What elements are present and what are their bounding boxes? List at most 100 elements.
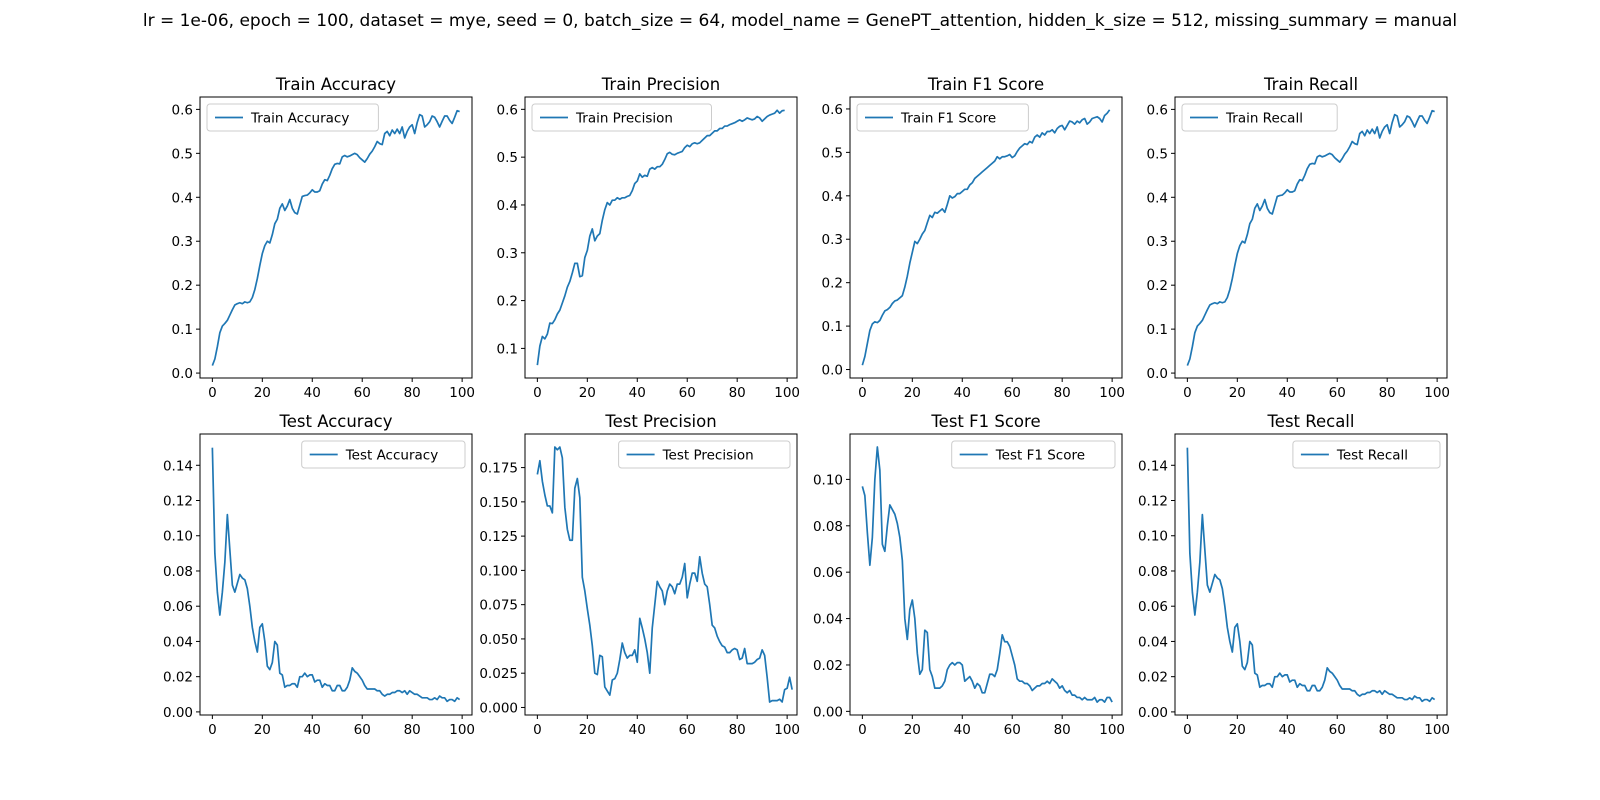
series-line xyxy=(211,447,461,703)
subplot-title: Test Accuracy xyxy=(278,412,392,431)
legend-label: Train Accuracy xyxy=(250,111,349,127)
x-tick-label: 80 xyxy=(729,385,746,401)
y-tick-label: 0.5 xyxy=(1147,146,1168,162)
x-tick-label: 20 xyxy=(1229,722,1246,738)
x-tick-label: 60 xyxy=(1004,722,1021,738)
x-tick-label: 20 xyxy=(579,385,596,401)
x-tick-label: 20 xyxy=(254,385,271,401)
axes-frame xyxy=(1174,433,1448,716)
y-tick-label: 0.2 xyxy=(822,276,843,292)
y-tick-label: 0.075 xyxy=(479,598,518,614)
y-tick-label: 0.06 xyxy=(1138,599,1168,615)
legend-label: Train Recall xyxy=(1225,111,1303,127)
x-tick-label: 80 xyxy=(404,722,421,738)
x-tick-label: 0 xyxy=(533,385,542,401)
x-tick-label: 80 xyxy=(1054,385,1071,401)
subplot-title: Test Recall xyxy=(1267,412,1355,431)
x-tick-label: 20 xyxy=(904,722,921,738)
x-tick-label: 100 xyxy=(774,722,800,738)
y-tick-label: 0.14 xyxy=(1138,458,1168,474)
y-tick-label: 0.1 xyxy=(822,319,843,335)
legend: Train F1 Score xyxy=(856,103,1029,132)
figure-suptitle: lr = 1e-06, epoch = 100, dataset = mye, … xyxy=(142,11,1458,31)
y-tick-label: 0.2 xyxy=(172,278,193,294)
x-tick-label: 80 xyxy=(1054,722,1071,738)
legend-box xyxy=(1292,440,1441,469)
series-line xyxy=(536,109,785,366)
y-tick-label: 0.0 xyxy=(822,363,843,379)
subplot-title: Train F1 Score xyxy=(927,75,1044,94)
y-tick-label: 0.0 xyxy=(1147,366,1168,382)
subplot-title: Train Recall xyxy=(1263,75,1358,94)
axes-frame xyxy=(524,433,798,716)
y-tick-label: 0.04 xyxy=(1138,634,1168,650)
legend: Test Accuracy xyxy=(301,440,466,469)
y-tick-label: 0.175 xyxy=(479,461,518,477)
legend-box xyxy=(856,103,1029,132)
y-tick-label: 0.6 xyxy=(172,102,193,118)
y-tick-label: 0.150 xyxy=(479,495,518,511)
x-tick-label: 40 xyxy=(954,385,971,401)
legend-label: Train F1 Score xyxy=(900,111,996,127)
x-tick-label: 100 xyxy=(774,385,800,401)
y-tick-label: 0.08 xyxy=(813,519,843,535)
x-tick-label: 100 xyxy=(1099,722,1125,738)
y-tick-label: 0.08 xyxy=(1138,564,1168,580)
legend-label: Train Precision xyxy=(575,111,673,127)
subplot-title: Test Precision xyxy=(604,412,716,431)
y-tick-label: 0.00 xyxy=(163,705,193,721)
y-tick-label: 0.12 xyxy=(1138,494,1168,510)
x-tick-label: 20 xyxy=(254,722,271,738)
subplot-test-recall: Test Recall 0 20 40 60 80 100 0.00 0.02 0.04 0.06 0… xyxy=(1138,412,1450,738)
axes-frame xyxy=(199,96,473,379)
series-line xyxy=(1186,109,1435,366)
y-tick-label: 0.5 xyxy=(172,146,193,162)
subplot-test-precision: Test Precision 0 20 40 60 80 100 0.000 0.025 0.05… xyxy=(479,412,800,738)
legend: Train Recall xyxy=(1181,103,1338,132)
x-tick-label: 0 xyxy=(533,722,542,738)
legend-box xyxy=(951,440,1116,469)
y-tick-label: 0.04 xyxy=(813,612,843,628)
axes-frame xyxy=(849,433,1123,716)
y-tick-label: 0.025 xyxy=(479,666,518,682)
y-tick-label: 0.3 xyxy=(172,234,193,250)
y-tick-label: 0.10 xyxy=(1138,529,1168,545)
x-tick-label: 100 xyxy=(449,385,475,401)
legend-label: Test Recall xyxy=(1336,448,1408,464)
legend: Train Precision xyxy=(531,103,712,132)
x-tick-label: 40 xyxy=(954,722,971,738)
y-tick-label: 0.4 xyxy=(497,198,518,214)
y-tick-label: 0.050 xyxy=(479,632,518,648)
x-tick-label: 0 xyxy=(858,385,867,401)
subplot-test-accuracy: Test Accuracy 0 20 40 60 80 100 0.00 0.02 0.04 0.0… xyxy=(163,412,475,738)
x-tick-label: 60 xyxy=(679,385,696,401)
y-tick-label: 0.1 xyxy=(497,341,518,357)
x-tick-label: 20 xyxy=(579,722,596,738)
series-line xyxy=(861,446,1113,703)
series-line xyxy=(211,109,460,366)
subplot-train-f1-score: Train F1 Score 0 20 40 60 80 100 0.0 0.1 0.2 0.3 0.… xyxy=(822,75,1126,401)
x-tick-label: 0 xyxy=(208,385,217,401)
axes-frame xyxy=(524,96,798,379)
x-tick-label: 40 xyxy=(304,385,321,401)
legend-box xyxy=(206,103,379,132)
y-tick-label: 0.3 xyxy=(822,232,843,248)
legend-label: Test Precision xyxy=(662,448,754,464)
axes-frame xyxy=(849,96,1123,379)
y-tick-label: 0.10 xyxy=(813,472,843,488)
x-tick-label: 80 xyxy=(1379,385,1396,401)
x-tick-label: 40 xyxy=(629,385,646,401)
subplot-title: Test F1 Score xyxy=(930,412,1040,431)
series-line xyxy=(536,446,793,703)
y-tick-label: 0.08 xyxy=(163,564,193,580)
y-tick-label: 0.6 xyxy=(822,102,843,118)
y-tick-label: 0.6 xyxy=(497,102,518,118)
y-tick-label: 0.100 xyxy=(479,563,518,579)
y-tick-label: 0.2 xyxy=(1147,278,1168,294)
x-tick-label: 40 xyxy=(1279,722,1296,738)
y-tick-label: 0.6 xyxy=(1147,102,1168,118)
x-tick-label: 100 xyxy=(449,722,475,738)
axes-frame xyxy=(1174,96,1448,379)
x-tick-label: 60 xyxy=(1329,722,1346,738)
legend-label: Test F1 Score xyxy=(995,448,1085,464)
